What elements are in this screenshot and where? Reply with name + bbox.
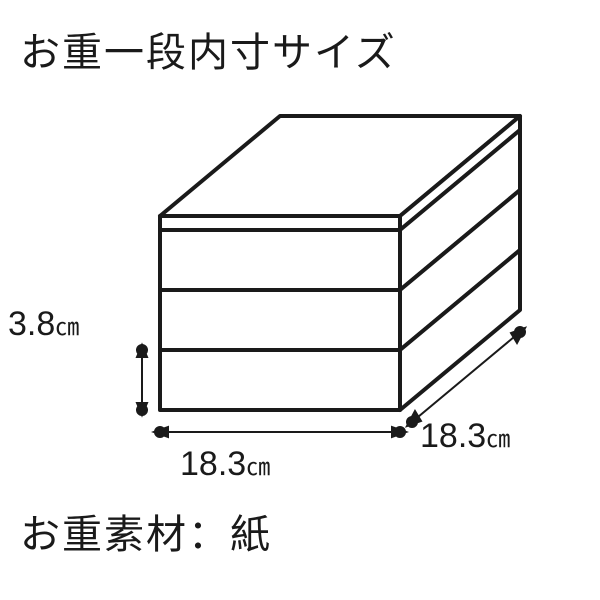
material-label: お重素材：紙 [20,502,272,560]
dim-width-value: 18.3 [180,445,246,483]
dim-depth-unit: ㎝ [486,426,510,453]
page-title: お重一段内寸サイズ [20,20,397,78]
dim-height-unit: ㎝ [55,314,79,341]
box-diagram: 3.8㎝ 18.3㎝ 18.3㎝ [0,85,600,495]
dim-height-value: 3.8 [8,305,55,343]
dim-width-label: 18.3㎝ [180,445,270,484]
dim-depth-label: 18.3㎝ [420,417,510,456]
dim-width-unit: ㎝ [246,454,270,481]
dim-height-label: 3.8㎝ [8,305,79,344]
dim-depth-value: 18.3 [420,417,486,455]
